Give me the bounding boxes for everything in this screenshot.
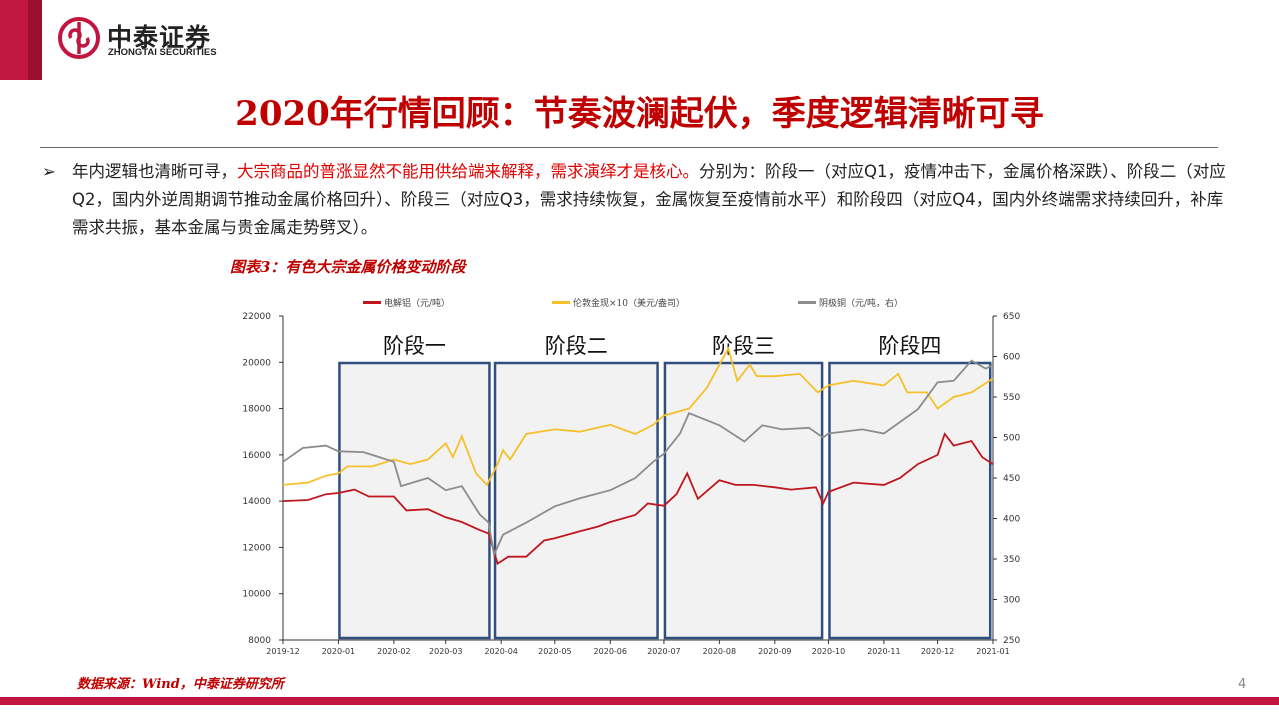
page-number: 4 [1238, 677, 1247, 692]
series-line-aluminum [282, 432, 994, 566]
legend-swatch [363, 301, 381, 304]
right-tick-label: 60000 [1003, 353, 1020, 363]
right-tick-label: 45000 [1003, 474, 1020, 484]
x-tick-label: 2020-02 [377, 647, 410, 656]
bottom-bar [0, 697, 1279, 705]
bullet-text-start: 年内逻辑也清晰可寻， [72, 162, 237, 181]
left-tick-label: 22000 [242, 312, 271, 322]
x-tick-label: 2020-09 [758, 647, 791, 656]
legend-item-copper: 阴极铜（元/吨，右） [798, 296, 903, 309]
legend-swatch [552, 301, 570, 304]
left-tick-label: 12000 [242, 543, 271, 553]
price-chart: 阶段一 阶段二 阶段三 阶段四 8000 10000 12000 14000 16000 1800… [242, 312, 1020, 656]
bullet-arrow-icon: ➢ [42, 162, 56, 181]
legend-label: 阴极铜（元/吨，右） [819, 299, 904, 309]
phase-label-1: 阶段一 [383, 334, 446, 358]
x-tick-label: 2020-01 [322, 647, 355, 656]
legend-label: 电解铝（元/吨） [384, 299, 451, 309]
x-tick-label: 2020-05 [538, 647, 571, 656]
bullet-paragraph: ➢ 年内逻辑也清晰可寻，大宗商品的普涨显然不能用供给端来解释，需求演绎才是核心。… [42, 158, 1232, 242]
left-tick-label: 18000 [242, 405, 271, 415]
zhongtai-logo-icon [58, 17, 100, 59]
right-tick-label: 25000 [1003, 636, 1020, 646]
x-tick-label: 2020-06 [594, 647, 627, 656]
phase-box-4 [828, 361, 992, 640]
x-tick-label: 2019-12 [266, 647, 299, 656]
x-tick-label: 2020-12 [921, 647, 954, 656]
phase-box-3 [663, 361, 824, 640]
phase-label-3: 阶段三 [712, 334, 775, 358]
phase-label-2: 阶段二 [545, 334, 608, 358]
x-tick-label: 2020-03 [429, 647, 462, 656]
x-tick-label: 2020-04 [484, 647, 517, 656]
right-tick-label: 35000 [1003, 555, 1020, 565]
legend-swatch [798, 301, 816, 304]
left-tick-label: 8000 [248, 636, 271, 646]
x-tick-label: 2020-10 [812, 647, 845, 656]
legend-item-gold: 伦敦金现×10（美元/盎司） [552, 296, 685, 309]
data-source: 数据来源：Wind，中泰证券研究所 [77, 677, 284, 692]
left-tick-label: 10000 [242, 590, 271, 600]
logo-text-en: ZHONGTAI SECURITIES [108, 47, 217, 58]
bullet-text-highlight: 大宗商品的普涨显然不能用供给端来解释，需求演绎才是核心。 [237, 162, 699, 181]
title-divider [40, 147, 1218, 148]
legend-item-aluminum: 电解铝（元/吨） [363, 296, 450, 309]
bullet-text-end: 分别为：阶段一（对应Q1，疫情冲击下，金属价格深跌）、阶段二（对应Q2，国内外逆… [72, 162, 1226, 237]
right-tick-label: 50000 [1003, 434, 1020, 444]
legend-label: 伦敦金现×10（美元/盎司） [573, 299, 686, 309]
left-tick-label: 16000 [242, 451, 271, 461]
right-tick-label: 65000 [1003, 312, 1020, 322]
right-tick-label: 40000 [1003, 515, 1020, 525]
brand-bar [0, 0, 28, 80]
right-tick-label: 30000 [1003, 596, 1020, 606]
logo-text-cn: 中泰证券 [107, 23, 212, 52]
right-tick-label: 55000 [1003, 393, 1020, 403]
phase-box-2 [493, 361, 659, 640]
phase-box-1 [338, 361, 491, 640]
slide-title: 2020年行情回顾：节奏波澜起伏，季度逻辑清晰可寻 [235, 94, 1044, 134]
x-tick-label: 2020-11 [867, 647, 900, 656]
x-tick-label: 2020-07 [647, 647, 680, 656]
figure-caption: 图表3：有色大宗金属价格变动阶段 [230, 258, 466, 276]
left-tick-label: 20000 [242, 358, 271, 368]
series-line-copper [282, 359, 994, 559]
x-tick-label: 2020-08 [703, 647, 736, 656]
series-line-gold [282, 346, 994, 487]
x-tick-label: 2021-01 [976, 647, 1009, 656]
brand-bar-dark [28, 0, 42, 80]
left-tick-label: 14000 [242, 497, 271, 507]
phase-label-4: 阶段四 [878, 334, 941, 358]
